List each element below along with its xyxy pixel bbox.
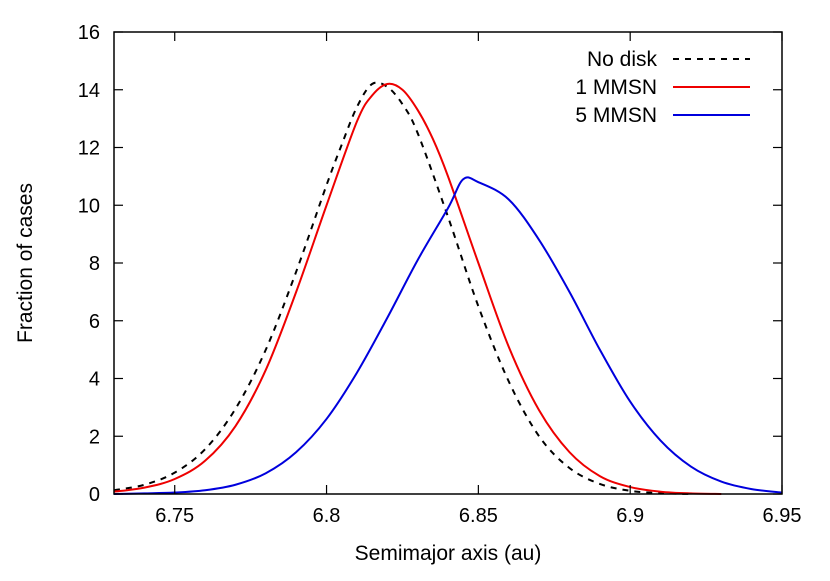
axis-ticks [114,31,783,495]
y-tick-label: 6 [89,311,100,333]
y-tick-label: 4 [89,369,100,391]
legend-label-no-disk: No disk [587,48,658,71]
y-tick-label: 16 [78,22,100,44]
y-tick-label: 8 [89,253,100,275]
series-line-1-mmsn [113,82,722,495]
x-tick-label: 6.9 [616,505,644,527]
series-line-no-disk [113,81,691,495]
x-tick-label: 6.75 [155,505,194,527]
y-tick-label: 14 [78,80,100,102]
x-tick-label: 6.85 [459,505,498,527]
y-tick-label: 2 [89,426,100,448]
legend-label-1-mmsn: 1 MMSN [575,76,657,99]
y-axis-title: Fraction of cases [14,183,37,343]
plot-frame [113,31,783,495]
legend: No disk 1 MMSN 5 MMSN [575,48,750,127]
y-tick-label: 12 [78,138,100,160]
legend-label-5-mmsn: 5 MMSN [575,104,657,127]
tick-labels: 6.75 6.8 6.85 6.9 6.95 0 2 4 6 8 10 12 14 16 [78,22,802,527]
y-tick-label: 0 [89,484,100,506]
x-tick-label: 6.95 [763,505,802,527]
x-axis-title: Semimajor axis (au) [355,542,542,565]
series-lines [113,81,783,495]
y-tick-label: 10 [78,195,100,217]
series-line-5-mmsn [113,176,783,495]
x-tick-label: 6.8 [313,505,341,527]
